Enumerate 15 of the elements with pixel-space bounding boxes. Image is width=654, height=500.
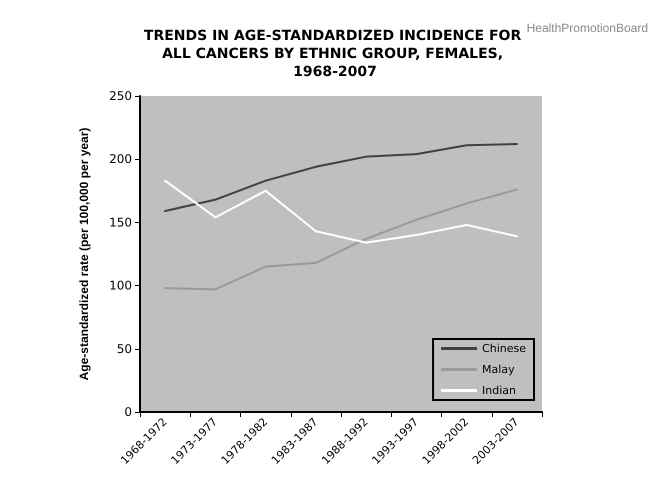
y-axis-title: Age-standardized rate (per 100,000 per year) [77,128,91,380]
line-series [164,143,518,212]
legend-label: Indian [482,384,516,397]
line-series [164,180,518,244]
y-tick-label: 150 [109,215,132,230]
legend-label: Chinese [482,342,526,355]
line-series [164,188,518,290]
text: HealthPromotionBoard [526,21,648,35]
y-tick-label: 250 [109,89,132,103]
y-tick-label: 50 [116,342,132,356]
chart-title: TRENDS IN AGE-STANDARDIZED INCIDENCE FOR ALL CANCERS BY ETHNIC GROUP, FEMALES, 1968-2007 [144,28,526,80]
y-tick-label: 200 [109,152,132,166]
y-tick-label: 0 [124,405,132,419]
legend-label: Malay [482,363,516,376]
y-tick-label: 100 [109,278,132,293]
